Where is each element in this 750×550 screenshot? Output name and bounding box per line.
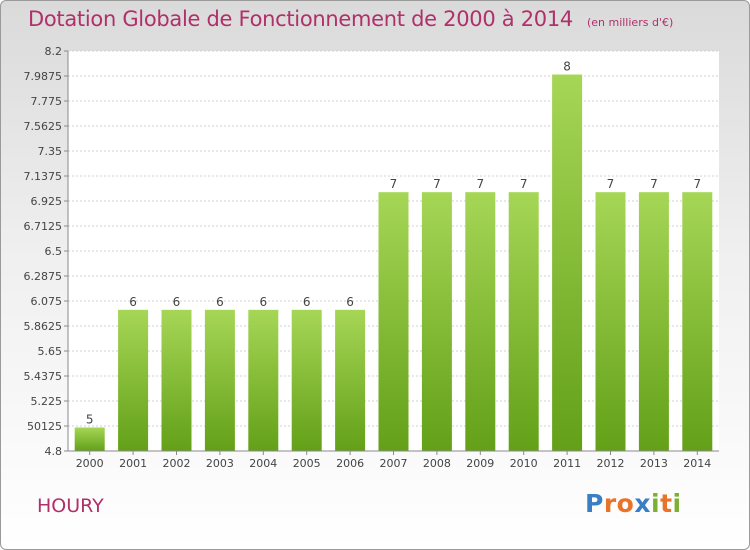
y-tick-label: 6.2875 xyxy=(24,270,63,283)
bar-2011 xyxy=(552,74,583,451)
data-label: 6 xyxy=(216,295,224,309)
y-tick-labels: 4.8 50125 5.225 5.4375 5.65 5.8625 6.075 6.2875… xyxy=(24,45,63,458)
logo-letter: P xyxy=(585,489,604,518)
x-tick-label: 2007 xyxy=(380,457,408,470)
bar-2014 xyxy=(682,192,713,452)
data-label: 6 xyxy=(259,295,267,309)
data-label: 7 xyxy=(433,177,441,191)
data-label: 7 xyxy=(476,177,484,191)
bar-2005 xyxy=(291,309,322,451)
data-label: 7 xyxy=(607,177,615,191)
x-tick-label: 2011 xyxy=(553,457,581,470)
y-tick-label: 7.9875 xyxy=(24,70,63,83)
data-label: 7 xyxy=(520,177,528,191)
bar-2006 xyxy=(335,309,366,451)
y-tick-label: 8.2 xyxy=(45,45,63,58)
x-tick-label: 2012 xyxy=(597,457,625,470)
data-label: 6 xyxy=(303,295,311,309)
y-tick-label: 5.225 xyxy=(31,395,63,408)
x-tick-label: 2002 xyxy=(163,457,191,470)
y-tick-label: 7.35 xyxy=(38,145,63,158)
y-tick-label: 7.1375 xyxy=(24,170,63,183)
bar-2000 xyxy=(74,427,105,451)
x-tick-label: 2003 xyxy=(206,457,234,470)
data-label: 7 xyxy=(693,177,701,191)
y-tick-label: 50125 xyxy=(27,420,62,433)
y-tick-label: 4.8 xyxy=(45,445,63,458)
y-tick-label: 5.4375 xyxy=(24,370,63,383)
y-tick-label: 6.7125 xyxy=(24,220,63,233)
y-tick-label: 5.8625 xyxy=(24,320,63,333)
x-tick-label: 2013 xyxy=(640,457,668,470)
logo-letter: x xyxy=(634,489,651,518)
bar-2008 xyxy=(421,192,452,452)
x-tick-label: 2001 xyxy=(119,457,147,470)
logo-letter: i xyxy=(672,489,682,518)
bar-2003 xyxy=(204,309,235,451)
chart-unit-label: (en milliers d'€) xyxy=(586,16,674,29)
y-tick-label: 5.65 xyxy=(38,345,63,358)
data-label: 6 xyxy=(173,295,181,309)
bar-2004 xyxy=(248,309,279,451)
axes-group xyxy=(67,51,719,452)
data-label: 5 xyxy=(86,412,94,426)
logo-letter: i xyxy=(651,489,661,518)
x-tick-label: 2008 xyxy=(423,457,451,470)
x-tick-label: 2009 xyxy=(466,457,494,470)
x-tick-labels: 2000 2001 2002 2003 2004 2005 2006 2007 2008 2009… xyxy=(76,457,712,470)
bar-2012 xyxy=(595,192,626,452)
data-label: 7 xyxy=(390,177,398,191)
y-tick-label: 7.5625 xyxy=(24,120,63,133)
data-label: 6 xyxy=(346,295,354,309)
bars-group xyxy=(74,74,713,452)
bar-2007 xyxy=(378,192,409,452)
data-label: 8 xyxy=(563,60,571,74)
logo-letter: o xyxy=(616,489,635,518)
y-tick-label: 6.075 xyxy=(31,295,63,308)
bar-2013 xyxy=(638,192,669,452)
x-tick-label: 2006 xyxy=(336,457,364,470)
y-tick-label: 6.5 xyxy=(45,245,63,258)
proxiti-logo[interactable]: Proxiti xyxy=(585,489,682,518)
logo-letter: r xyxy=(603,489,617,518)
bar-2002 xyxy=(161,309,192,451)
x-tick-label: 2000 xyxy=(76,457,104,470)
data-label: 6 xyxy=(129,295,137,309)
y-tick-label: 7.775 xyxy=(31,95,63,108)
y-tick-label: 6.925 xyxy=(31,195,63,208)
data-labels: 5 6 6 6 6 6 6 7 7 7 7 8 7 7 7 xyxy=(86,60,701,427)
bar-2001 xyxy=(118,309,149,451)
commune-name: HOURY xyxy=(37,495,104,517)
x-tick-label: 2005 xyxy=(293,457,321,470)
x-tick-label: 2004 xyxy=(249,457,277,470)
chart-title-text: Dotation Globale de Fonctionnement de 20… xyxy=(28,7,573,31)
chart-title: Dotation Globale de Fonctionnement de 20… xyxy=(28,7,673,31)
x-tick-label: 2010 xyxy=(510,457,538,470)
bar-2009 xyxy=(465,192,496,452)
logo-letter: t xyxy=(660,489,673,518)
bar-2010 xyxy=(508,192,539,452)
data-label: 7 xyxy=(650,177,658,191)
x-tick-label: 2014 xyxy=(683,457,711,470)
